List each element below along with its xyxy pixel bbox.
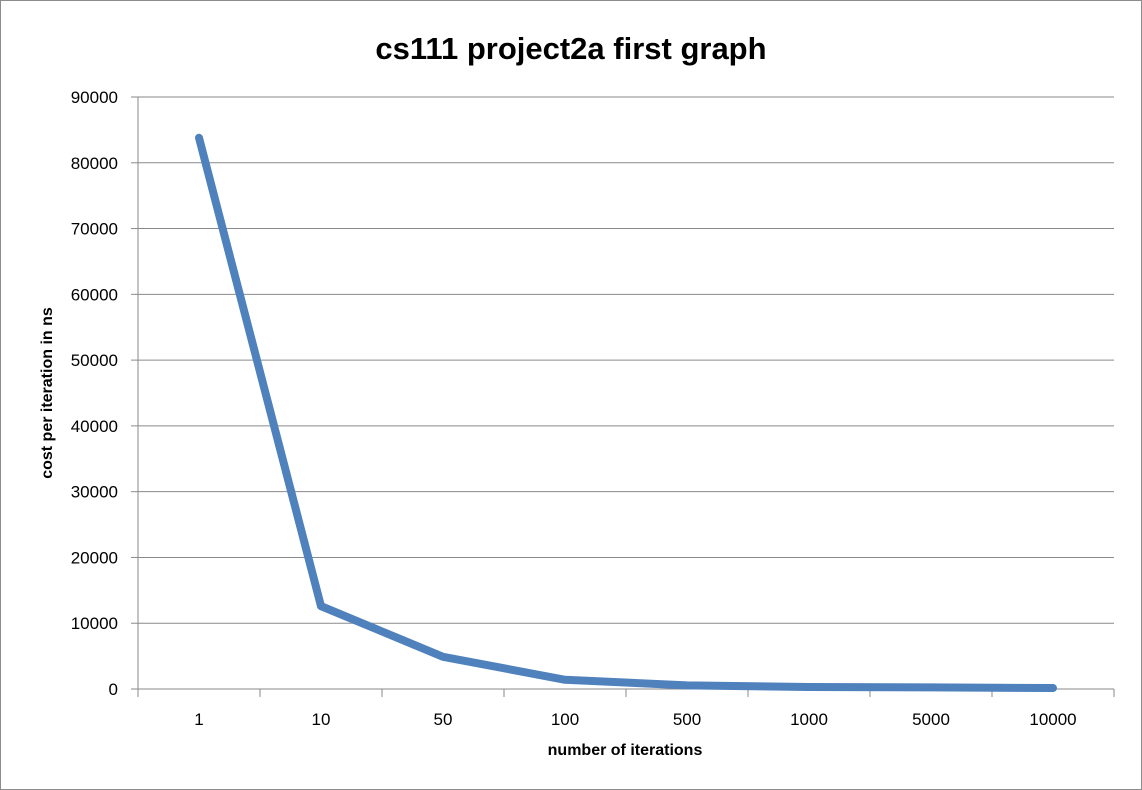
data-point (564, 679, 566, 681)
data-point (320, 605, 322, 607)
axes (131, 96, 1115, 697)
data-point (442, 656, 444, 658)
data-point (1052, 687, 1054, 689)
y-tick-label: 10000 (71, 614, 118, 633)
x-tick-label: 1 (194, 710, 203, 729)
series-line (195, 133, 1057, 693)
chart-title: cs111 project2a first graph (375, 31, 766, 66)
x-tick-labels: 1 10 50 100 500 1000 5000 10000 (194, 710, 1076, 729)
x-tick-label: 1000 (790, 710, 828, 729)
data-point (808, 686, 810, 688)
data-point (686, 684, 688, 686)
gridlines (138, 96, 1114, 624)
y-tick-label: 60000 (71, 285, 118, 304)
x-tick-label: 10 (312, 710, 331, 729)
x-tick-label: 100 (551, 710, 579, 729)
x-tick-label: 10000 (1029, 710, 1076, 729)
x-tick-label: 50 (434, 710, 453, 729)
y-tick-label: 30000 (71, 483, 118, 502)
y-tick-label: 90000 (71, 88, 118, 107)
y-tick-label: 50000 (71, 351, 118, 370)
y-tick-labels: 0 10000 20000 30000 40000 50000 60000 70000 8000… (71, 88, 118, 699)
y-tick-label: 80000 (71, 154, 118, 173)
data-point (930, 686, 932, 688)
y-tick-label: 20000 (71, 548, 118, 567)
series-lines (195, 133, 1057, 693)
x-tick-label: 5000 (912, 710, 950, 729)
x-axis-title: number of iterations (548, 742, 703, 759)
data-point (198, 137, 200, 139)
y-tick-label: 0 (109, 680, 118, 699)
y-axis-title: cost per iteration in ns (39, 307, 56, 479)
y-tick-label: 70000 (71, 220, 118, 239)
x-tick-label: 500 (673, 710, 701, 729)
y-tick-label: 40000 (71, 417, 118, 436)
